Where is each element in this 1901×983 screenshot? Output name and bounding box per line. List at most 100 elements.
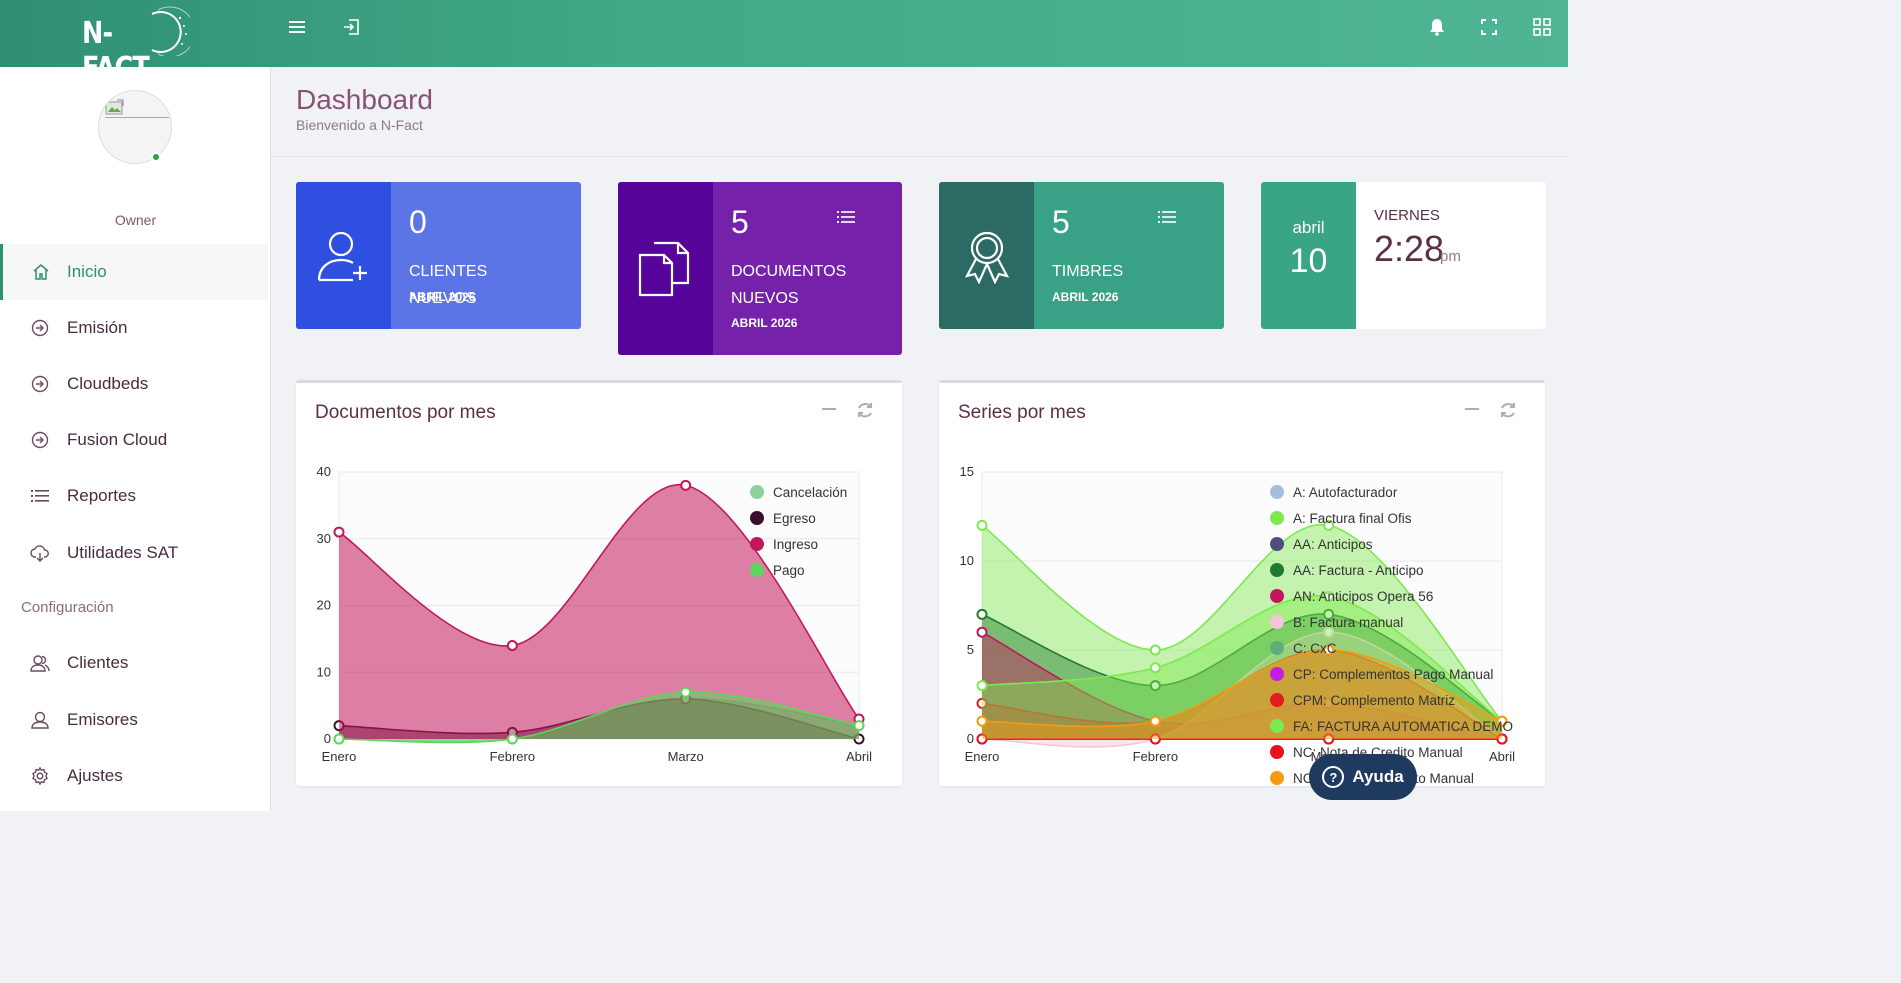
series-area xyxy=(982,632,1502,739)
panel-documentos-por-mes: Documentos por mes 0 10 20 30 40 Enero Febrero… xyxy=(296,380,902,786)
broken-image-icon xyxy=(105,99,124,115)
series-1 xyxy=(976,519,1508,739)
refresh-icon[interactable] xyxy=(856,401,874,419)
legend-item[interactable]: CPM: Complemento Matriz xyxy=(1270,690,1455,710)
online-status-dot xyxy=(151,152,161,162)
bell-icon[interactable] xyxy=(1424,14,1450,40)
data-point xyxy=(976,733,988,745)
legend-label: Ingreso xyxy=(773,536,819,552)
card-label: CLIENTES NUEVOS xyxy=(409,263,488,307)
legend-swatch xyxy=(1270,719,1284,733)
sidebar-item-fusion-cloud[interactable]: Fusion Cloud xyxy=(0,412,268,468)
legend-item[interactable]: Egreso xyxy=(750,508,816,528)
legend-label: AA: Factura - Anticipo xyxy=(1293,562,1424,578)
card-value: 0 xyxy=(409,204,427,240)
sidebar-item-inicio[interactable]: Inicio xyxy=(0,244,268,300)
legend-item[interactable]: AA: Anticipos xyxy=(1270,534,1373,554)
fullscreen-icon[interactable] xyxy=(1476,14,1502,40)
y-tick-label: 40 xyxy=(317,464,331,479)
legend-item[interactable]: Pago xyxy=(750,560,805,580)
sidebar-item-emisores[interactable]: Emisores xyxy=(0,692,268,748)
data-point xyxy=(1323,697,1335,709)
refresh-icon[interactable] xyxy=(1499,401,1517,419)
apps-grid-icon[interactable] xyxy=(1529,14,1555,40)
legend-item[interactable]: Cancelación xyxy=(750,482,847,502)
y-tick-label: 30 xyxy=(317,531,331,546)
data-point xyxy=(976,626,988,638)
series-11 xyxy=(976,644,1508,739)
user-icon xyxy=(30,710,50,730)
legend-swatch xyxy=(1270,641,1284,655)
legend-swatch xyxy=(1270,511,1284,525)
sidebar-item-reportes[interactable]: Reportes xyxy=(0,468,268,524)
data-point xyxy=(976,519,988,531)
section-label-configuracion: Configuración xyxy=(21,599,114,616)
legend-item[interactable]: AA: Factura - Anticipo xyxy=(1270,560,1424,580)
minimize-icon[interactable] xyxy=(822,408,836,410)
y-tick-label: 10 xyxy=(317,664,331,679)
data-point xyxy=(506,733,518,745)
legend-swatch xyxy=(1270,615,1284,629)
arrow-circle-icon xyxy=(30,318,50,338)
x-tick-label: Febrero xyxy=(490,749,536,764)
legend-item[interactable]: A: Autofacturador xyxy=(1270,482,1397,502)
sidebar-item-label: Cloudbeds xyxy=(67,374,149,393)
legend-swatch xyxy=(1270,537,1284,551)
card-documentos-nuevos[interactable]: 5 DOCUMENTOS NUEVOS ABRIL 2026 xyxy=(618,182,902,355)
card-clientes-nuevos[interactable]: 0 CLIENTES NUEVOS ABRIL 2026 xyxy=(296,182,581,329)
legend-swatch xyxy=(750,511,764,525)
series-line xyxy=(981,649,1503,728)
arrow-circle-icon xyxy=(30,430,50,450)
sidebar-item-label: Utilidades SAT xyxy=(67,543,179,562)
legend-item[interactable]: B: Factura manual xyxy=(1270,612,1403,632)
sidebar-item-cloudbeds[interactable]: Cloudbeds xyxy=(0,356,268,412)
help-button[interactable]: ? Ayuda xyxy=(1309,754,1417,800)
menu-icon[interactable] xyxy=(284,14,310,40)
legend-item[interactable]: FA: FACTURA AUTOMATICA DEMO xyxy=(1270,716,1513,736)
legend-label: CPM: Complemento Matriz xyxy=(1293,692,1456,708)
data-point xyxy=(1149,644,1161,656)
documents-icon xyxy=(618,182,713,355)
card-timbres[interactable]: 5 TIMBRES ABRIL 2026 xyxy=(939,182,1224,329)
series-line xyxy=(338,484,860,720)
avatar[interactable] xyxy=(98,90,172,164)
sidebar-item-utilidades-sat[interactable]: Utilidades SAT xyxy=(0,525,268,581)
sidebar-item-clientes[interactable]: Clientes xyxy=(0,635,268,691)
series-area xyxy=(982,614,1502,739)
series-10 xyxy=(976,733,1508,745)
list-icon xyxy=(30,486,50,506)
list-icon[interactable] xyxy=(837,210,855,224)
legend-item[interactable]: CP: Complementos Pago Manual xyxy=(1270,664,1493,684)
sidebar-item-label: Reportes xyxy=(67,486,136,505)
card-period: ABRIL 2026 xyxy=(1052,290,1119,304)
clock-time: 2:28 xyxy=(1374,228,1445,269)
page-title: Dashboard xyxy=(296,84,433,115)
help-label: Ayuda xyxy=(1352,767,1404,786)
sidebar-item-emision[interactable]: Emisión xyxy=(0,300,268,356)
y-tick-label: 0 xyxy=(324,731,331,746)
series-3 xyxy=(333,686,865,745)
y-tick-label: 15 xyxy=(960,464,974,479)
date-block: abril 10 xyxy=(1261,182,1356,329)
sidebar-item-ajustes[interactable]: Ajustes xyxy=(0,748,268,804)
clock-month: abril xyxy=(1292,218,1325,237)
sidebar-item-label: Emisores xyxy=(67,710,138,729)
list-icon[interactable] xyxy=(1158,210,1176,224)
legend-item[interactable]: Ingreso xyxy=(750,534,818,554)
minimize-icon[interactable] xyxy=(1465,408,1479,410)
legend-item[interactable]: A: Factura final Ofis xyxy=(1270,508,1412,528)
legend-swatch xyxy=(750,563,764,577)
data-point xyxy=(976,697,988,709)
legend-swatch xyxy=(1270,745,1284,759)
legend-item[interactable]: AN: Anticipos Opera 56 xyxy=(1270,586,1433,606)
panel-title: Documentos por mes xyxy=(315,402,496,423)
clock-ampm: pm xyxy=(1440,248,1461,265)
series-area xyxy=(339,692,859,743)
card-label: TIMBRES xyxy=(1052,263,1124,280)
logout-icon[interactable] xyxy=(338,14,364,40)
legend-item[interactable]: C: CxC xyxy=(1270,638,1337,658)
nfact-logo[interactable]: N-FACT xyxy=(80,6,190,86)
series-line xyxy=(981,523,1503,722)
data-point xyxy=(1323,626,1335,638)
series-line xyxy=(981,594,1503,722)
